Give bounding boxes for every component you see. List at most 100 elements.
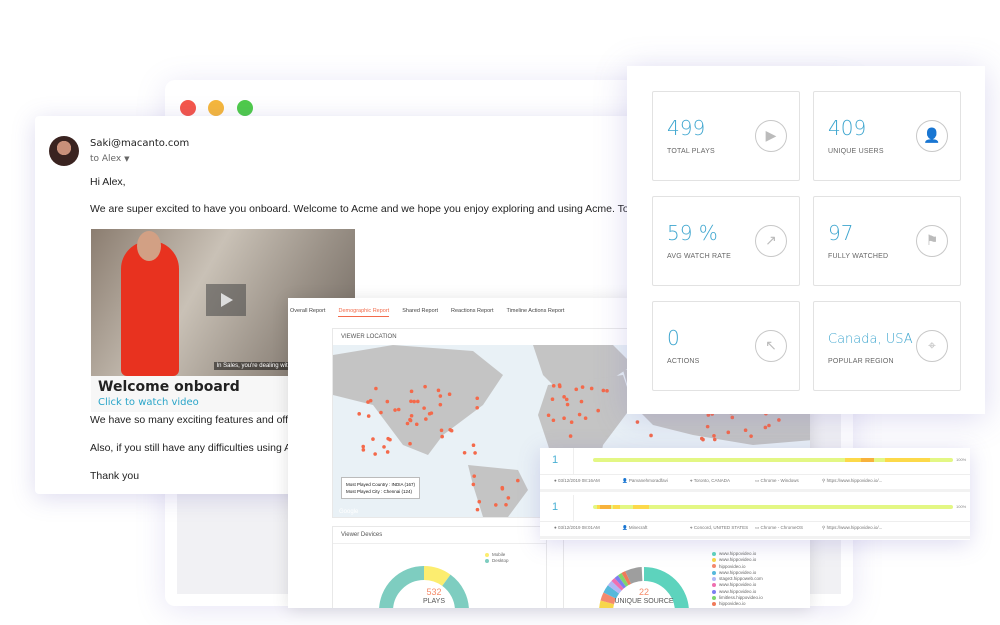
session-date: 03/12/2019 08:16AM (557, 478, 600, 483)
most-played-country: Most Played Country : INDIA (167) (346, 482, 416, 487)
session-row[interactable]: 1 100% ● 03/12/2019 08:16AM 👤 Parvanehmo… (540, 448, 970, 492)
map-dot (583, 416, 588, 421)
clock-icon: ● (554, 525, 557, 530)
greenland-land (533, 345, 633, 395)
map-dot (439, 428, 444, 433)
cursor-click-icon: ↖ (755, 330, 787, 362)
map-dot (409, 413, 414, 418)
recipient[interactable]: to Alex ▼ (90, 154, 130, 164)
email-body-paragraph: We have so many exciting features and of… (90, 414, 309, 426)
legend-item[interactable]: www.hippovideo.io (712, 589, 763, 595)
flag-icon: ⚑ (916, 225, 948, 257)
minimize-window-button[interactable] (208, 100, 224, 116)
total-plays-label: PLAYS (422, 597, 446, 605)
tab-shared-report[interactable]: Shared Report (402, 308, 438, 314)
email-body-paragraph: Also, if you still have any difficulties… (90, 442, 311, 454)
south-america-land (468, 465, 528, 517)
play-location-dots (357, 383, 781, 512)
close-window-button[interactable] (180, 100, 196, 116)
map-dot (422, 406, 426, 410)
panel-title: Viewer Devices (333, 527, 546, 544)
map-dot (569, 420, 574, 425)
play-icon[interactable] (206, 284, 246, 316)
sender-email: Saki@macanto.com (90, 138, 190, 149)
legend-item[interactable]: hippovideo.io (712, 601, 763, 607)
map-dot (565, 402, 570, 407)
tab-timeline-actions-report[interactable]: Timeline Actions Report (506, 308, 565, 314)
map-dot (701, 437, 705, 442)
stat-label: ACTIONS (667, 358, 700, 365)
legend-item[interactable]: www.hippovideo.io (712, 557, 763, 563)
recipient-label: to Alex (90, 154, 122, 164)
legend-label: www.hippovideo.io (719, 557, 757, 563)
legend-item[interactable]: www.hippovideo.io (712, 570, 763, 576)
map-dot (494, 503, 498, 507)
map-dot (477, 499, 482, 504)
donut-slice[interactable] (599, 567, 689, 608)
legend-item[interactable]: www.hippovideo.io (712, 582, 763, 588)
legend-item[interactable]: www.hippovideo.io (712, 551, 763, 557)
legend-label: Desktop (492, 558, 509, 564)
map-dot (743, 428, 748, 433)
map-dot (706, 413, 711, 417)
map-dot (385, 399, 390, 404)
map-dot (596, 408, 600, 413)
stat-card: 97 FULLY WATCHED ⚑ (813, 196, 961, 286)
video-title: Welcome onboard (98, 379, 240, 395)
donut-slice[interactable] (379, 566, 469, 608)
map-dot (546, 413, 551, 418)
tab-overall-report[interactable]: Overall Report (290, 308, 326, 314)
legend-item[interactable]: Desktop (485, 558, 509, 564)
map-dot (447, 392, 452, 397)
map-dot (516, 478, 520, 483)
stat-value: 409 (828, 116, 867, 140)
map-dot (705, 424, 710, 429)
map-dot (472, 474, 477, 478)
link-icon: ⚲ (822, 478, 826, 483)
session-row[interactable]: 1 100% ● 03/12/2019 08:01AM 👤 Minecraft … (540, 495, 970, 539)
watch-segment (845, 458, 863, 462)
sources-legend: www.hippovideo.io www.hippovideo.io hippov… (712, 551, 763, 608)
stat-label: POPULAR REGION (828, 358, 894, 365)
legend-item[interactable]: Mobile (485, 552, 509, 558)
map-dot (726, 430, 731, 435)
chevron-down-icon[interactable]: ▼ (124, 155, 130, 163)
session-count: 1 (552, 454, 559, 466)
legend-item[interactable]: limitless.hippovideo.io (712, 595, 763, 601)
monitor-icon: ▭ (755, 478, 760, 483)
stat-label: AVG WATCH RATE (667, 253, 731, 260)
viewer-devices-panel: Viewer Devices 532 PLAYS Mobile Desktop (332, 526, 547, 608)
avatar (49, 136, 79, 166)
session-location: Toronto, CANADA (693, 478, 730, 483)
stat-label: UNIQUE USERS (828, 148, 884, 155)
watch-segment (861, 458, 874, 462)
map-dot (506, 496, 511, 500)
trend-up-icon: ↗ (755, 225, 787, 257)
tab-demographic-report[interactable]: Demographic Report (338, 308, 390, 317)
map-dot (408, 417, 412, 422)
map-dot (408, 441, 412, 446)
stat-value: 59 % (667, 221, 718, 245)
tab-reactions-report[interactable]: Reactions Report (451, 308, 494, 314)
map-tooltip: Most Played Country : INDIA (167) Most P… (341, 477, 421, 499)
maximize-window-button[interactable] (237, 100, 253, 116)
map-dot (373, 452, 377, 456)
watch-segment (612, 505, 620, 509)
map-dot (396, 407, 401, 412)
watch-heat-bar (593, 505, 953, 509)
legend-label: hippovideo.io (719, 601, 746, 607)
watch-segment (632, 505, 649, 509)
legend-label: hippovideo.io (719, 563, 746, 569)
location-pin-icon: ⌖ (916, 330, 948, 362)
session-browser: Chrome - ChromeOS (760, 525, 804, 530)
map-dot (412, 399, 416, 404)
legend-item[interactable]: stage3.hippoweb.com (712, 576, 763, 582)
email-body-paragraph: We are super excited to have you onboard… (90, 203, 645, 215)
map-credit: Google (339, 509, 359, 515)
map-dot (361, 448, 366, 452)
map-dot (382, 445, 386, 449)
watch-video-link[interactable]: Click to watch video (98, 397, 199, 408)
location-pin-icon: ⌖ (690, 525, 693, 530)
legend-item[interactable]: hippovideo.io (712, 564, 763, 570)
session-user: Parvanehmoradfavi (628, 478, 668, 483)
